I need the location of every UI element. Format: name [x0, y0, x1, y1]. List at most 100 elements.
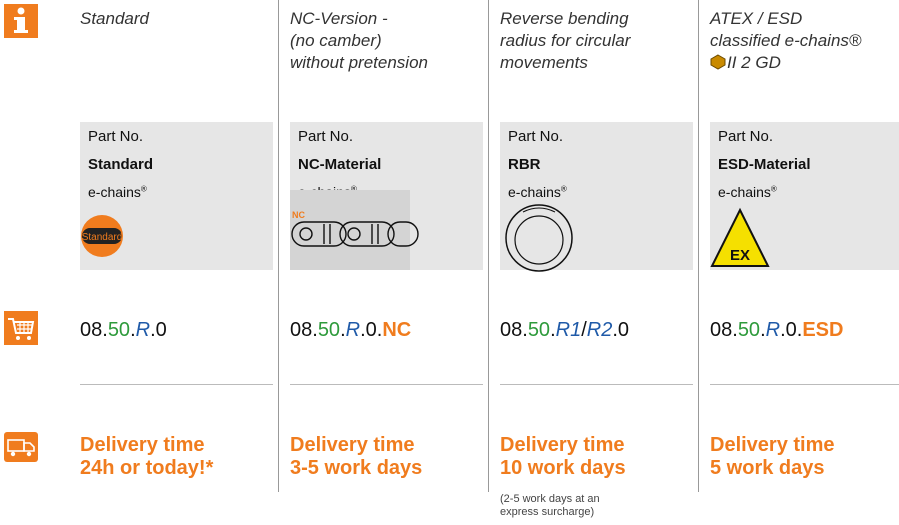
delivery-line: 5 work days [710, 457, 825, 479]
box-badge: Standard [81, 215, 123, 257]
part-number-segment: R [135, 319, 151, 341]
chains-text: e-chains [718, 184, 771, 200]
box-type: Standard [88, 156, 154, 173]
part-number: 08.50.R1/R2.0 [500, 318, 629, 342]
heading-text: (no camber) [290, 31, 382, 50]
part-number-segment: .0. [360, 319, 383, 341]
part-box: Part No. ESD-Material e-chains® EX [710, 122, 899, 270]
note-line: express surcharge) [500, 506, 595, 518]
part-number-segment: NC [382, 319, 412, 341]
column-heading: Standard [80, 8, 270, 30]
part-number: 08.50.R.0.ESD [710, 318, 843, 342]
divider [500, 384, 693, 385]
part-box: Part No. RBR e-chains® [500, 122, 693, 272]
heading-line: Reverse bending [500, 8, 690, 30]
part-number-segment: 08. [710, 319, 738, 341]
truck-icon [4, 432, 38, 462]
delivery-line: Delivery time [500, 434, 625, 456]
box-title: Part No. [88, 128, 144, 145]
heading-line: radius for circular [500, 30, 690, 52]
part-number-segment: 08. [80, 319, 108, 341]
registered-mark: ® [350, 184, 357, 194]
part-number-segment: . [760, 319, 766, 341]
part-number-segment: 50 [317, 319, 341, 341]
box-title: Part No. [508, 128, 564, 145]
box-type: ESD-Material [718, 156, 811, 173]
part-box: Part No. Standard e-chains® Standard [80, 122, 273, 270]
part-number-segment: .0. [780, 319, 803, 341]
badge-text: NC [292, 210, 305, 220]
part-number: 08.50.R.0.NC [290, 318, 411, 342]
chains-text: e-chains [508, 184, 561, 200]
registered-mark: ® [770, 184, 777, 194]
divider [80, 384, 273, 385]
delivery: Delivery time 5 work days [710, 434, 835, 480]
heading-line: movements [500, 52, 690, 74]
heading-text: movements [500, 53, 588, 72]
delivery-line: Delivery time [290, 434, 415, 456]
heading-line: (no camber) [290, 30, 480, 52]
divider [290, 384, 483, 385]
delivery-line: 10 work days [500, 457, 626, 479]
note-line: (2-5 work days at an [500, 493, 600, 505]
heading-text: NC-Version - [290, 9, 388, 28]
delivery-line: Delivery time [710, 434, 835, 456]
column-separator [488, 0, 489, 492]
delivery-line: 3-5 work days [290, 457, 423, 479]
part-number-segment: 50 [107, 319, 131, 341]
registered-mark: ® [560, 184, 567, 194]
delivery-line: 24h or today!* [80, 457, 214, 479]
delivery-line: Delivery time [80, 434, 205, 456]
column-separator [698, 0, 699, 492]
box-chains: e-chains® [88, 184, 147, 200]
part-number-segment: R [765, 319, 781, 341]
heading-line: classified e-chains® [710, 30, 899, 52]
column-heading: Reverse bending radius for circular moveme… [500, 8, 690, 74]
heading-line: Standard [80, 8, 270, 30]
part-number-segment: 08. [500, 319, 528, 341]
part-number-segment: ESD [802, 319, 844, 341]
part-number-segment: .0 [612, 319, 630, 341]
delivery: Delivery time 24h or today!* [80, 434, 213, 480]
box-type: NC-Material [298, 156, 382, 173]
heading-line: II 2 GD [710, 52, 899, 74]
heading-text: ATEX / ESD [710, 9, 803, 28]
part-number-segment: 08. [290, 319, 318, 341]
part-number-segment: . [340, 319, 346, 341]
column-heading: ATEX / ESD classified e-chains® II 2 GD [710, 8, 899, 74]
ex-icon [710, 54, 726, 70]
box-title: Part No. [298, 128, 354, 145]
part-number-segment: .0 [150, 319, 167, 341]
column-separator [278, 0, 279, 492]
part-number-segment: . [130, 319, 136, 341]
box-badge: EX [710, 207, 770, 267]
part-number-segment: . [550, 319, 556, 341]
registered-mark: ® [140, 184, 147, 194]
heading-text: Reverse bending [500, 9, 629, 28]
part-number-segment: R2 [586, 319, 613, 341]
info-icon [4, 4, 38, 38]
heading-line: without pretension [290, 52, 480, 74]
box-type: RBR [508, 156, 541, 173]
badge-text: EX [730, 247, 750, 264]
heading-line: NC-Version - [290, 8, 480, 30]
part-number: 08.50.R.0 [80, 318, 167, 342]
cart-icon [4, 311, 38, 345]
part-number-segment: 50 [737, 319, 761, 341]
part-number-segment: / [581, 319, 587, 341]
heading-line: ATEX / ESD [710, 8, 899, 30]
delivery: Delivery time 3-5 work days [290, 434, 422, 480]
heading-text: radius for circular [500, 31, 631, 50]
chains-text: e-chains [88, 184, 141, 200]
heading-text: II 2 GD [727, 53, 781, 72]
part-number-segment: R [345, 319, 361, 341]
part-number-segment: R1 [555, 319, 582, 341]
box-badge [505, 204, 573, 272]
box-title: Part No. [718, 128, 774, 145]
box-chains: e-chains® [718, 184, 777, 200]
box-badge: NC [290, 190, 419, 270]
badge-text: Standard [82, 232, 123, 243]
column-heading: NC-Version - (no camber) without pretensio… [290, 8, 480, 74]
